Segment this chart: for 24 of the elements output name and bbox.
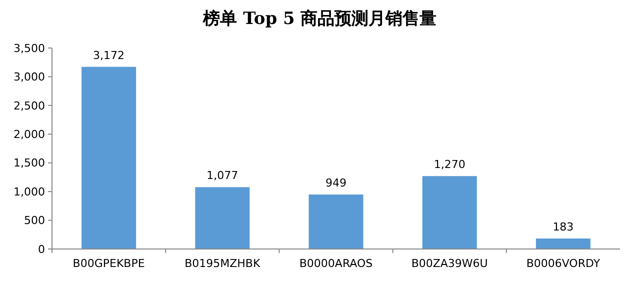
data-label: 949 <box>326 176 346 190</box>
x-tick-label: B00GPEKBPE <box>72 257 145 270</box>
x-tick-label: B0195MZHBK <box>184 257 261 270</box>
y-tick-label: 2,500 <box>14 99 45 112</box>
bar <box>422 176 477 249</box>
bar <box>195 187 250 249</box>
y-tick-label: 1,000 <box>14 185 45 198</box>
y-tick-label: 3,000 <box>14 70 45 84</box>
data-label: 1,270 <box>434 158 466 172</box>
data-label: 183 <box>552 220 574 234</box>
bar <box>82 66 136 249</box>
y-tick-label: 0 <box>38 242 45 256</box>
x-tick-label: B0006VORDY <box>526 257 600 270</box>
data-label: 3,172 <box>93 48 125 62</box>
y-tick-label: 1,500 <box>14 156 45 170</box>
bar <box>536 238 590 249</box>
x-tick-label: B00ZA39W6U <box>411 257 488 270</box>
y-tick-label: 3,500 <box>14 42 45 55</box>
y-tick-label: 500 <box>24 214 45 228</box>
bar <box>308 194 364 249</box>
x-tick-label: B0000ARAOS <box>299 257 373 270</box>
y-tick-label: 2,000 <box>14 128 45 141</box>
chart-title: 榜单 Top 5 商品预测月销售量 <box>202 9 437 29</box>
data-label: 1,077 <box>206 169 238 182</box>
